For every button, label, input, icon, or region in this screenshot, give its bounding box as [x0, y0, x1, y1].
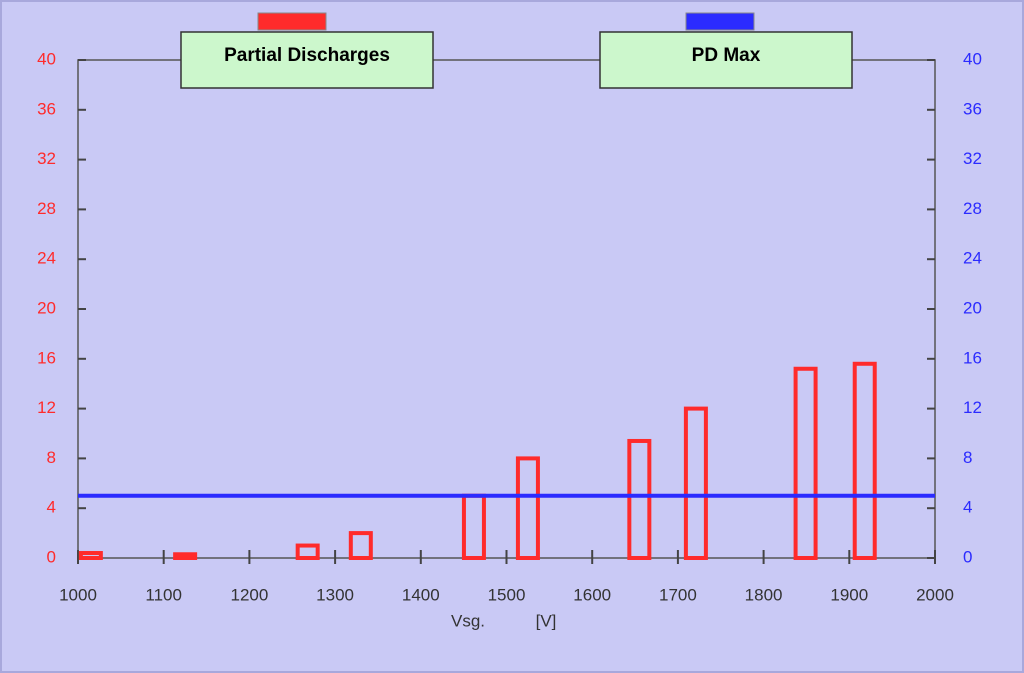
y-tick-label: 28 — [37, 199, 56, 218]
y2-tick-label: 24 — [963, 249, 982, 268]
y2-tick-label: 32 — [963, 149, 982, 168]
bar — [295, 543, 320, 560]
x-tick-label: 1800 — [745, 585, 783, 604]
bar — [348, 531, 373, 560]
bar — [627, 438, 652, 560]
y2-tick-label: 40 — [963, 49, 982, 68]
x-tick-label: 1400 — [402, 585, 440, 604]
y2-tick-label: 0 — [963, 547, 972, 566]
y-tick-label: 36 — [37, 99, 56, 118]
y2-tick-label: 36 — [963, 99, 982, 118]
legend-swatch — [685, 12, 755, 31]
y-tick-label: 40 — [37, 49, 56, 68]
y-tick-label: 8 — [47, 448, 56, 467]
bar — [852, 361, 877, 560]
legend-label: PD Max — [692, 45, 761, 66]
legend-label: Partial Discharges — [224, 45, 390, 66]
bar — [515, 456, 540, 560]
x-axis-label: Vsg. — [451, 611, 485, 630]
bar — [78, 551, 103, 561]
y2-tick-label: 20 — [963, 298, 982, 317]
x-tick-label: 1200 — [230, 585, 268, 604]
legend-box — [599, 31, 853, 89]
y-tick-label: 20 — [37, 298, 56, 317]
y2-tick-label: 4 — [963, 498, 972, 517]
x-tick-label: 1600 — [573, 585, 611, 604]
bar — [793, 366, 818, 561]
x-tick-label: 1500 — [488, 585, 526, 604]
y2-tick-label: 8 — [963, 448, 972, 467]
x-tick-label: 1000 — [59, 585, 97, 604]
y-tick-label: 0 — [47, 547, 56, 566]
bar — [683, 406, 708, 560]
y-tick-label: 24 — [37, 249, 56, 268]
x-tick-label: 1900 — [830, 585, 868, 604]
x-tick-label: 1300 — [316, 585, 354, 604]
y-tick-label: 4 — [47, 498, 56, 517]
y2-tick-label: 28 — [963, 199, 982, 218]
y-tick-label: 16 — [37, 348, 56, 367]
legend-swatch — [257, 12, 327, 31]
y2-tick-label: 16 — [963, 348, 982, 367]
x-tick-label: 2000 — [916, 585, 954, 604]
y2-tick-label: 12 — [963, 398, 982, 417]
x-axis-unit: [V] — [536, 611, 557, 630]
x-tick-label: 1100 — [145, 585, 182, 604]
y-tick-label: 12 — [37, 398, 56, 417]
x-tick-label: 1700 — [659, 585, 697, 604]
legend-box — [180, 31, 434, 89]
y-tick-label: 32 — [37, 149, 56, 168]
bar — [173, 552, 198, 561]
